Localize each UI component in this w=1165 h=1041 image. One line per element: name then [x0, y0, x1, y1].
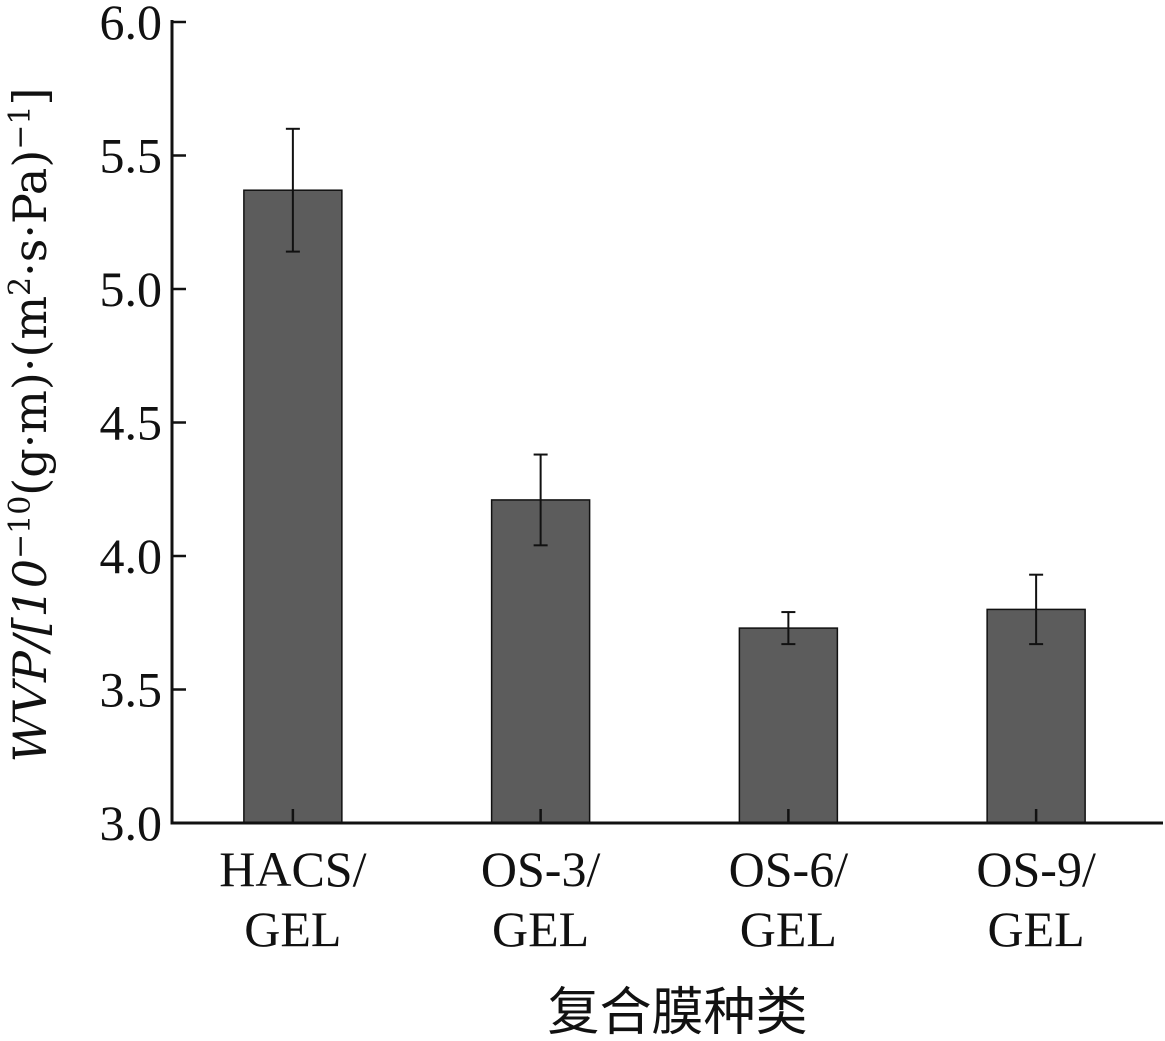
- y-tick-label-0: 3.0: [100, 795, 163, 851]
- y-tick-label-5: 5.5: [100, 128, 163, 184]
- bar-1: [490, 499, 591, 824]
- x-tick-label-1-line-1: GEL: [492, 901, 589, 957]
- y-tick-label-6: 6.0: [100, 0, 163, 50]
- x-tick-label-1-line-0: OS-3/: [481, 841, 601, 897]
- y-title-exp2: 2: [3, 277, 38, 296]
- y-tick-label-1: 3.5: [100, 662, 163, 718]
- y-tick-label-4: 5.0: [100, 261, 163, 317]
- y-tick-label-2: 4.0: [100, 528, 163, 584]
- y-title-exp3: −1: [3, 105, 38, 149]
- x-tick-label-0-line-0: HACS/: [219, 841, 366, 897]
- error-bars-group: [285, 127, 1044, 646]
- y-ticks-group: 3.0 3.5 4.0 4.5 5.0 5.5 6.0: [100, 0, 186, 851]
- x-tick-label-2-line-0: OS-6/: [729, 841, 849, 897]
- bars-group: [243, 189, 1086, 824]
- y-title-mid: (g·m)·(m: [3, 296, 57, 496]
- x-tick-label-0-line-1: GEL: [244, 901, 341, 957]
- y-title-tail: ·s·Pa): [3, 150, 57, 277]
- x-tick-label-3-line-1: GEL: [988, 901, 1085, 957]
- x-tick-label-2-line-1: GEL: [740, 901, 837, 957]
- y-tick-label-3: 4.5: [100, 395, 163, 451]
- bar-2: [738, 627, 839, 824]
- bar-0: [243, 189, 343, 824]
- y-title-main: WVP/[10: [3, 559, 57, 762]
- x-tick-label-3-line-0: OS-9/: [976, 841, 1096, 897]
- y-title-end: ]: [3, 88, 57, 106]
- x-axis-title: 复合膜种类: [547, 983, 807, 1041]
- y-axis-title: WVP/[10−10(g·m)·(m2·s·Pa)−1]: [3, 88, 57, 763]
- y-title-exp1: −10: [3, 496, 38, 559]
